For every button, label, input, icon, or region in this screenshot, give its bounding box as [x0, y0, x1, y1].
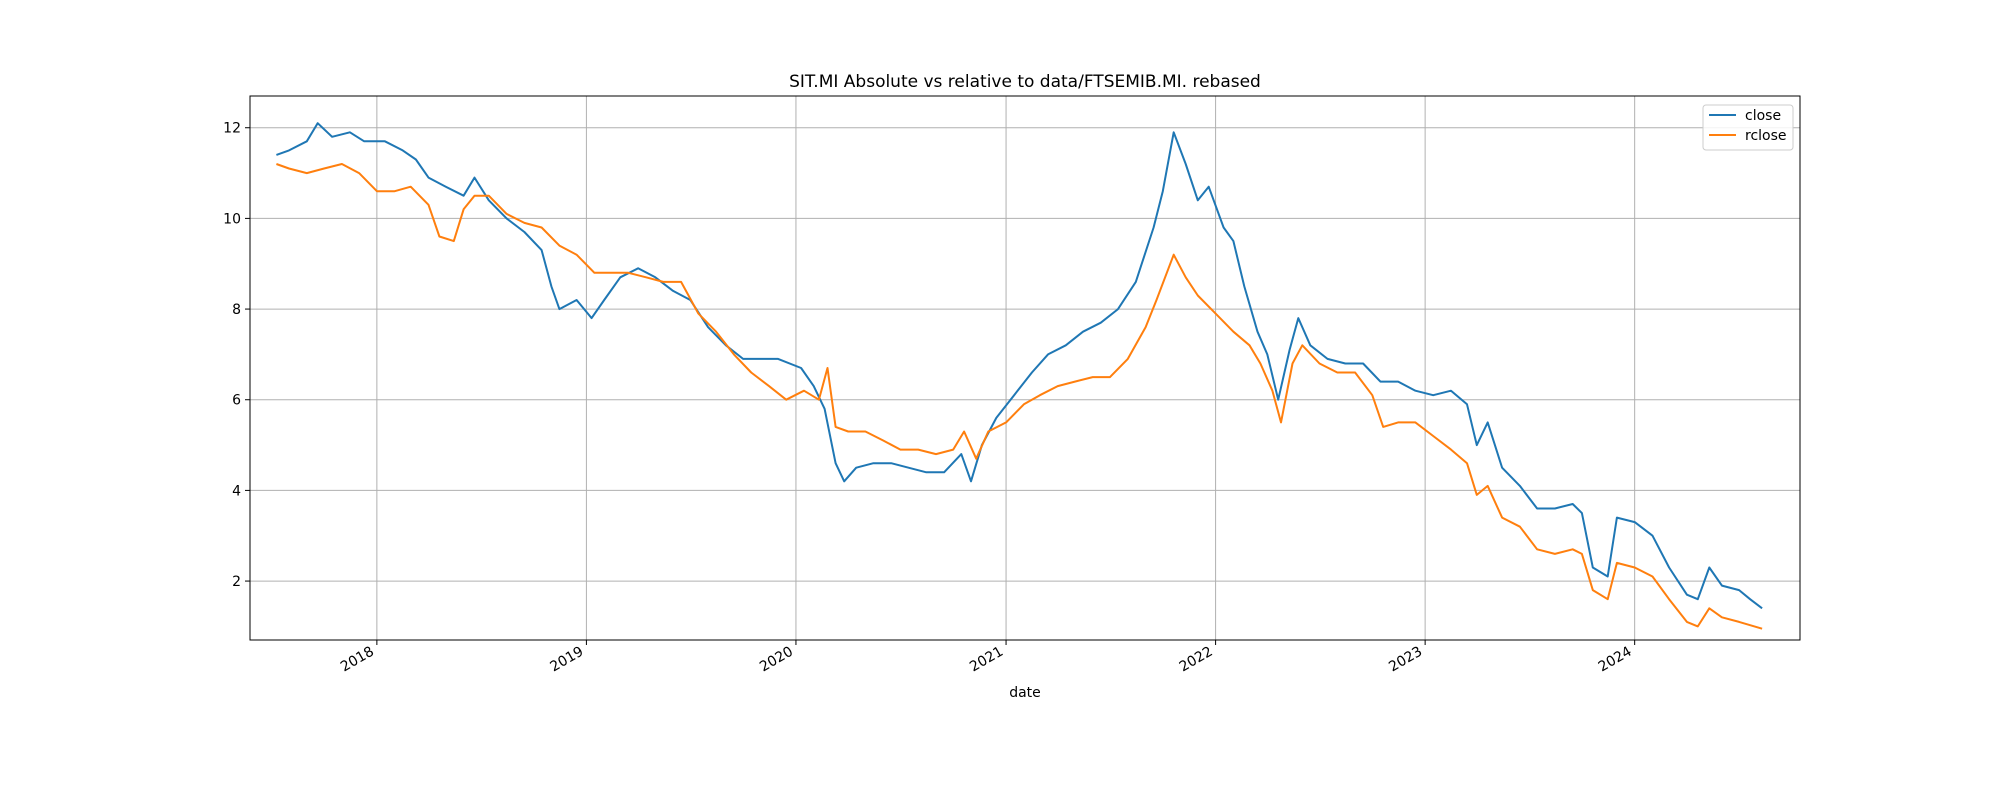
- legend: close rclose: [1702, 104, 1794, 151]
- x-tick-label: 2018: [338, 644, 377, 676]
- series-line-rclose: [276, 163, 1763, 630]
- plot-frame: [249, 95, 1801, 641]
- y-tick-label: 8: [232, 302, 241, 318]
- grid: [250, 96, 1800, 640]
- x-tick-label: 2022: [1177, 644, 1216, 676]
- x-axis-ticks: 2018 2019 2020 2021 2022 2023 2024: [338, 640, 1636, 676]
- legend-box: [1702, 104, 1794, 151]
- x-tick-label: 2019: [548, 644, 587, 676]
- y-tick-label: 4: [232, 483, 241, 499]
- chart-title: SIT.MI Absolute vs relative to data/FTSE…: [789, 72, 1261, 92]
- y-tick-label: 10: [223, 211, 241, 227]
- legend-label-close: close: [1745, 108, 1781, 124]
- series-layer: [276, 122, 1763, 630]
- y-axis-ticks: 2 4 6 8 10 12: [223, 121, 250, 590]
- x-tick-label: 2021: [967, 644, 1006, 676]
- y-tick-label: 2: [232, 574, 241, 590]
- y-tick-label: 12: [223, 121, 241, 137]
- x-tick-label: 2023: [1386, 644, 1425, 676]
- x-tick-label: 2020: [757, 644, 796, 676]
- x-tick-label: 2024: [1596, 644, 1635, 676]
- legend-label-rclose: rclose: [1745, 128, 1787, 144]
- x-axis-label: date: [1009, 685, 1041, 701]
- y-tick-label: 6: [232, 393, 241, 409]
- series-line-close: [276, 122, 1763, 610]
